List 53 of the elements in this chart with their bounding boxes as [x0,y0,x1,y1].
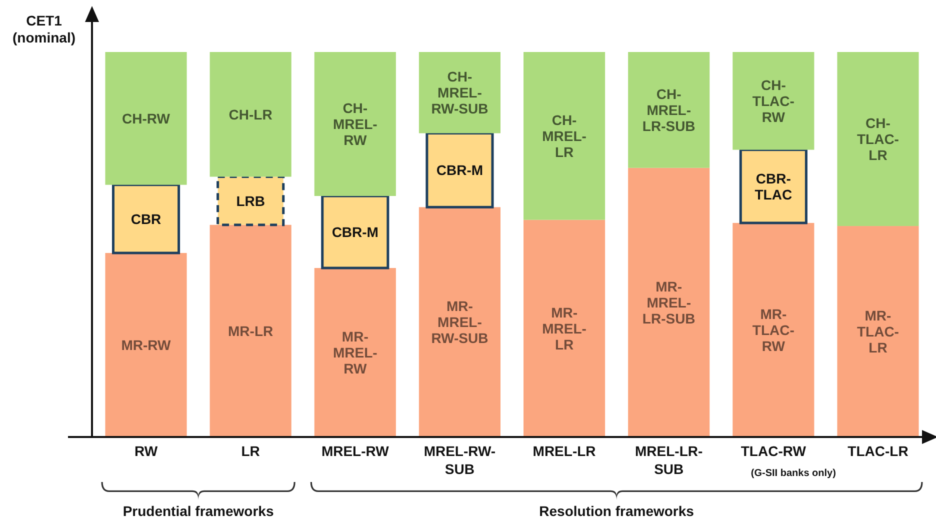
annotation: MR-LR [228,322,274,339]
bar [105,52,187,185]
bar [837,226,919,437]
bar [524,52,606,220]
bar [739,148,808,224]
annotation: MR- TLAC- LR [856,308,900,356]
x-tick-label: MREL-RW- SUB [424,443,496,477]
annotation: CH- TLAC- RW [752,76,795,125]
y-axis-title: CET1 (nominal) [12,12,76,46]
x-tick-label: TLAC-RW [740,443,807,459]
x-tick-label: MREL-LR- SUB [635,443,704,477]
x-tick-label: RW [134,443,158,459]
bar [732,52,814,150]
annotation: LRB [236,192,265,209]
x-tick-label: TLAC-LR [848,443,908,459]
bar [210,52,292,177]
annotation: CH- MREL- RW [332,100,378,148]
bar [418,207,500,437]
bar [837,52,919,226]
text: Resolution frameworks [539,503,694,519]
x-tick-label: MREL-RW [321,443,390,459]
annotation: MR- TLAC- RW [752,306,795,354]
annotation: CH- MREL- LR [542,112,587,160]
bar [628,52,710,168]
annotation: CBR-M [436,162,484,178]
annotation: CH- MREL- RW-SUB [431,68,488,117]
annotation: MR- MREL- LR-SUB [642,278,696,326]
annotation: CH-LR [228,106,272,122]
annotation: MR- MREL- RW [332,328,378,376]
bar [314,268,396,437]
annotation: CH-RW [122,110,171,126]
bar [321,194,390,270]
bar [314,52,396,196]
annotation: MR- MREL- RW-SUB [431,298,488,346]
bar [216,175,285,226]
bar [105,252,187,437]
bar [426,132,494,208]
text: (G-SII banks only) [750,468,836,479]
bar [112,184,180,254]
bar [628,168,710,437]
text: Prudential frameworks [122,503,274,519]
annotation: CBR [130,210,162,227]
annotation: MR- MREL- LR [542,304,587,352]
bar [732,222,814,437]
bar [524,220,606,437]
x-tick-label: LR [241,443,260,459]
annotation: CBR- TLAC [754,170,792,202]
bar [210,224,292,437]
annotation: CH- TLAC- LR [856,115,900,164]
annotation: MR-RW [121,336,172,353]
x-tick-label: MREL-LR [532,443,596,459]
annotation: CBR-M [332,224,378,240]
annotation: CH- MREL- LR-SUB [642,86,696,134]
